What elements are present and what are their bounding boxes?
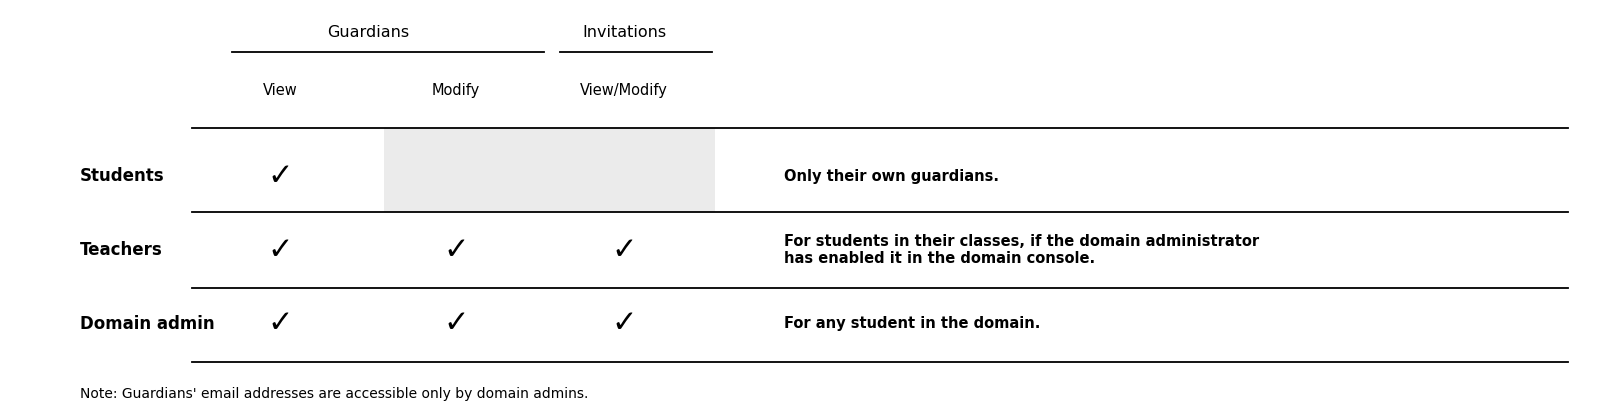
Text: ✓: ✓ <box>443 235 469 264</box>
Text: Students: Students <box>80 167 165 185</box>
Text: For students in their classes, if the domain administrator
has enabled it in the: For students in their classes, if the do… <box>784 233 1259 266</box>
Text: ✓: ✓ <box>267 162 293 190</box>
Text: ✓: ✓ <box>611 309 637 337</box>
Text: Domain admin: Domain admin <box>80 314 214 332</box>
Text: View: View <box>262 83 298 97</box>
FancyBboxPatch shape <box>384 129 715 213</box>
Text: Invitations: Invitations <box>582 25 666 40</box>
Text: Modify: Modify <box>432 83 480 97</box>
Text: Guardians: Guardians <box>326 25 410 40</box>
Text: ✓: ✓ <box>443 309 469 337</box>
Text: View/Modify: View/Modify <box>581 83 667 97</box>
Text: ✓: ✓ <box>267 309 293 337</box>
Text: Only their own guardians.: Only their own guardians. <box>784 169 998 183</box>
Text: ✓: ✓ <box>611 235 637 264</box>
Text: Teachers: Teachers <box>80 240 163 258</box>
Text: ✓: ✓ <box>267 235 293 264</box>
Text: For any student in the domain.: For any student in the domain. <box>784 316 1040 330</box>
Text: Note: Guardians' email addresses are accessible only by domain admins.: Note: Guardians' email addresses are acc… <box>80 386 589 400</box>
